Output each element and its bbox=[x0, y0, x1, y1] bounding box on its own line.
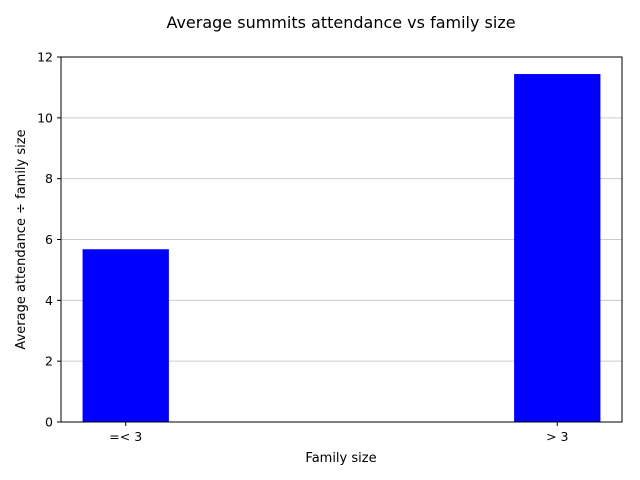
y-tick-label: 2 bbox=[45, 354, 53, 369]
y-tick-label: 10 bbox=[37, 110, 53, 125]
y-tick-label: 0 bbox=[45, 415, 53, 430]
y-tick-label: 4 bbox=[45, 293, 53, 308]
y-tick-label: 12 bbox=[37, 50, 53, 65]
bars bbox=[82, 74, 601, 423]
bar bbox=[514, 74, 601, 423]
chart-title: Average summits attendance vs family siz… bbox=[166, 13, 515, 32]
y-tick-label: 8 bbox=[45, 171, 53, 186]
x-axis-ticks: =< 3 > 3 bbox=[109, 422, 568, 444]
y-tick-label: 6 bbox=[45, 232, 53, 247]
x-tick-label: > 3 bbox=[546, 429, 568, 444]
x-axis-label: Family size bbox=[305, 451, 376, 466]
y-axis-label: Average attendance ÷ family size bbox=[14, 129, 29, 349]
x-tick-label: =< 3 bbox=[109, 429, 142, 444]
bar bbox=[82, 249, 169, 422]
y-axis-ticks: 0 2 4 6 8 10 12 bbox=[37, 50, 61, 430]
